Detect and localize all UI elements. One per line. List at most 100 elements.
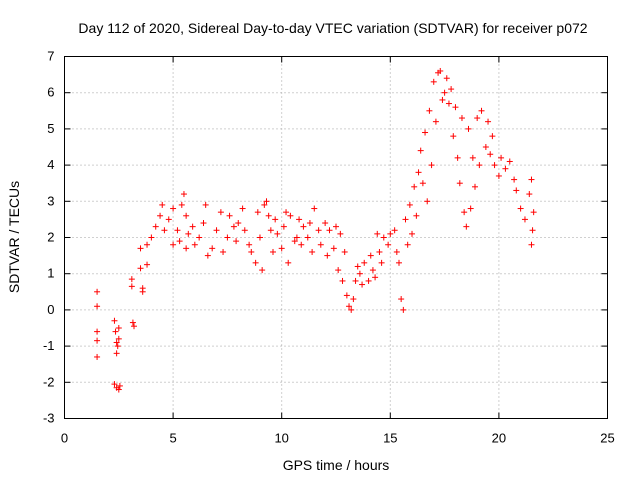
data-point <box>235 220 242 227</box>
data-point <box>111 381 118 388</box>
data-point <box>491 162 498 169</box>
data-point <box>463 223 470 230</box>
data-point <box>315 227 322 234</box>
data-point <box>115 335 122 342</box>
y-tick-label: 2 <box>47 230 54 245</box>
data-point <box>165 216 172 223</box>
data-point <box>183 245 190 252</box>
data-point <box>393 248 400 255</box>
data-point <box>439 96 446 103</box>
data-point <box>428 162 435 169</box>
data-point <box>432 118 439 125</box>
data-point <box>152 223 159 230</box>
data-point <box>454 154 461 161</box>
data-point <box>380 234 387 241</box>
data-point <box>311 205 318 212</box>
data-point <box>261 201 268 208</box>
data-point <box>189 223 196 230</box>
data-point <box>406 201 413 208</box>
data-point <box>274 230 281 237</box>
data-point <box>296 216 303 223</box>
data-point <box>224 234 231 241</box>
y-tick-label: 0 <box>47 302 54 317</box>
data-point <box>461 209 468 216</box>
data-point <box>441 89 448 96</box>
data-point <box>511 176 518 183</box>
data-point <box>521 216 528 223</box>
data-point <box>469 154 476 161</box>
data-point <box>341 248 348 255</box>
data-point <box>113 350 120 357</box>
y-tick-label: 5 <box>47 121 54 136</box>
data-point <box>437 67 444 74</box>
data-point <box>202 201 209 208</box>
y-tick-label: 3 <box>47 193 54 208</box>
data-point <box>387 230 394 237</box>
data-point <box>278 245 285 252</box>
data-point <box>94 328 101 335</box>
data-point <box>372 274 379 281</box>
data-point <box>213 227 220 234</box>
data-point <box>391 227 398 234</box>
data-point <box>298 241 305 248</box>
data-point <box>178 201 185 208</box>
data-point <box>161 227 168 234</box>
data-point <box>183 212 190 219</box>
data-point <box>259 267 266 274</box>
data-point <box>94 337 101 344</box>
data-point <box>361 259 368 266</box>
data-point <box>159 201 166 208</box>
data-point <box>339 277 346 284</box>
data-point <box>400 306 407 313</box>
data-point <box>254 209 261 216</box>
data-point <box>252 259 259 266</box>
data-point <box>409 230 416 237</box>
data-point <box>114 343 121 350</box>
data-point <box>422 129 429 136</box>
data-point <box>233 238 240 245</box>
y-tick-label: 4 <box>47 157 54 172</box>
data-point <box>419 180 426 187</box>
data-point <box>204 252 211 259</box>
data-point <box>293 234 300 241</box>
data-point <box>265 212 272 219</box>
data-point <box>452 104 459 111</box>
data-point <box>426 107 433 114</box>
data-point <box>115 386 122 393</box>
data-point <box>430 78 437 85</box>
data-point <box>115 325 122 331</box>
data-point <box>472 183 479 190</box>
chart-title: Day 112 of 2020, Sidereal Day-to-day VTE… <box>78 20 587 36</box>
data-point <box>456 180 463 187</box>
data-point <box>343 292 350 299</box>
data-point <box>346 303 353 310</box>
data-point <box>304 234 311 241</box>
data-point <box>309 248 316 255</box>
data-point <box>144 241 151 248</box>
x-tick-label: 10 <box>274 431 288 446</box>
data-point <box>239 205 246 212</box>
data-point <box>129 319 136 326</box>
data-point <box>369 267 376 274</box>
data-point <box>291 238 298 245</box>
plot-frame <box>64 56 608 419</box>
data-point <box>530 209 537 216</box>
data-point <box>476 162 483 169</box>
data-point <box>94 353 101 360</box>
axis-ticks: 0 5 10 15 20 25 -3 -2 -1 0 1 2 3 4 5 6 7 <box>43 49 615 446</box>
y-tick-label: -1 <box>43 338 55 353</box>
data-point <box>157 212 164 219</box>
data-point <box>365 277 372 284</box>
data-point <box>517 205 524 212</box>
data-point <box>478 107 485 114</box>
data-point <box>283 209 290 216</box>
data-point <box>467 205 474 212</box>
data-point <box>411 183 418 190</box>
data-point <box>348 306 355 313</box>
data-point <box>485 118 492 125</box>
data-point <box>445 100 452 107</box>
data-point <box>458 115 465 122</box>
data-point <box>246 241 253 248</box>
data-point <box>474 115 481 122</box>
